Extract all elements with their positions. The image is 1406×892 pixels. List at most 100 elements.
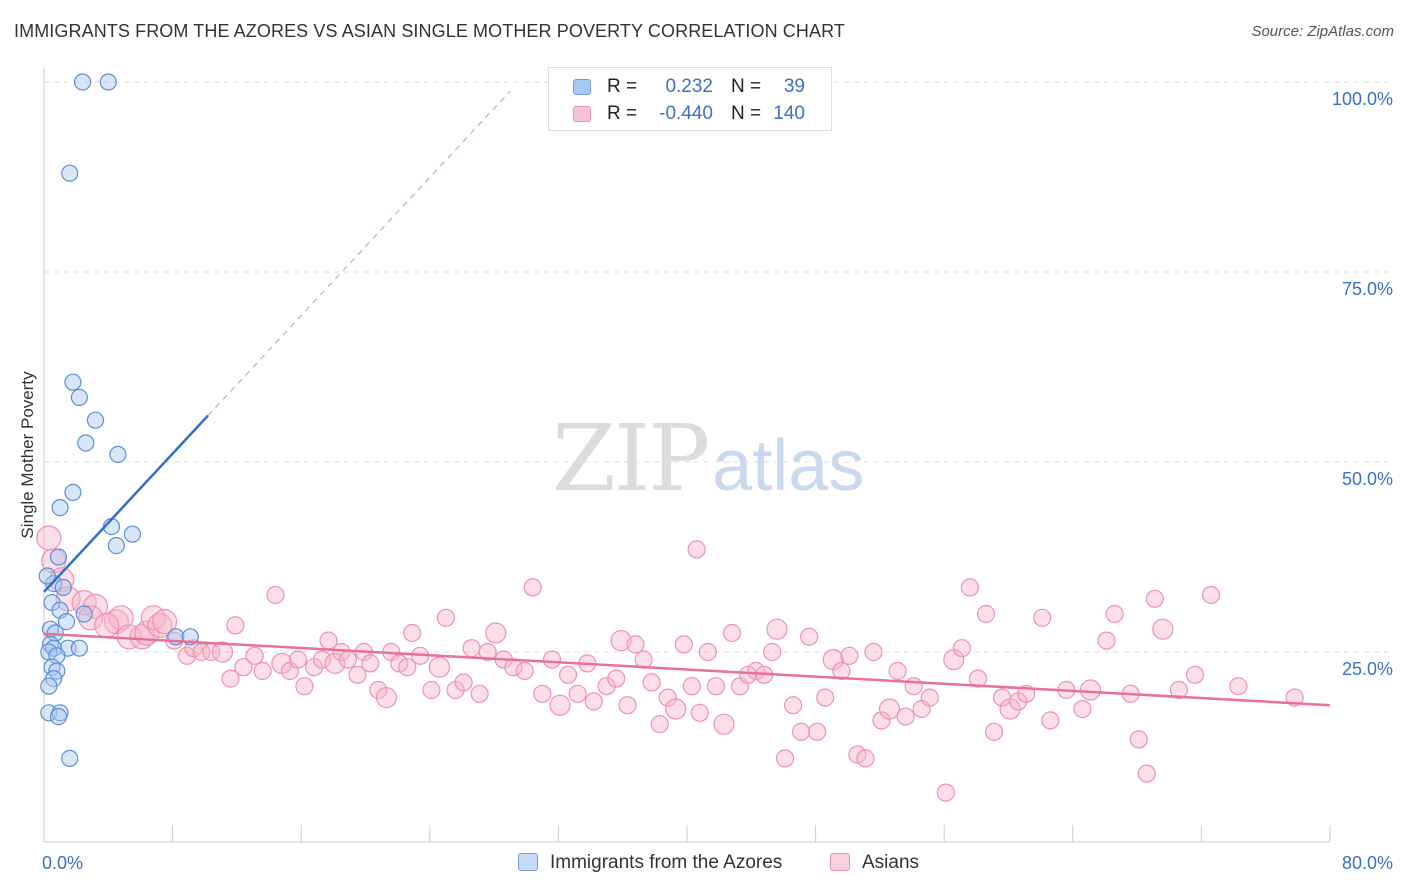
asians-point xyxy=(706,677,726,696)
asians-point xyxy=(896,707,915,726)
source-label[interactable]: Source: ZipAtlas.com xyxy=(1251,23,1394,40)
x-tick-label-max: 80.0% xyxy=(1342,853,1393,873)
asians-point xyxy=(674,635,693,654)
asians-point xyxy=(266,585,285,605)
asians-point xyxy=(108,605,134,631)
asians-point xyxy=(94,612,120,639)
asians-point xyxy=(816,688,835,707)
azores-point xyxy=(61,164,79,182)
asians-point xyxy=(1041,711,1060,730)
azores-point xyxy=(70,639,88,657)
axes xyxy=(43,68,1331,843)
asians-point xyxy=(428,656,451,678)
legend-label-asians: Asians xyxy=(862,852,920,873)
asians-point xyxy=(766,618,788,640)
legend-swatch-asians xyxy=(830,853,850,871)
azores-point xyxy=(86,411,105,429)
asians-point xyxy=(597,677,616,696)
grid-lines xyxy=(44,81,1392,653)
asians-point xyxy=(642,673,661,692)
asians-point xyxy=(542,650,562,669)
asians-point xyxy=(856,749,875,768)
legend-r-label: R = xyxy=(607,76,638,97)
asians-point xyxy=(1169,680,1188,700)
azores-point xyxy=(38,567,56,585)
azores-trendline-extension xyxy=(207,90,511,417)
legend-swatch-asians xyxy=(573,106,591,122)
asians-point xyxy=(1033,608,1052,627)
legend-item-asians[interactable]: Asians xyxy=(830,852,919,874)
legend-label-azores: Immigrants from the Azores xyxy=(550,852,783,873)
asians-point xyxy=(618,696,637,715)
y-axis-title: Single Mother Poverty xyxy=(18,371,37,539)
asians-point xyxy=(698,642,717,662)
legend-n-label: N = xyxy=(731,103,762,124)
asians-point xyxy=(36,525,62,551)
tick-labels: 25.0% 50.0% 75.0% 100.0% 0.0% 80.0% Single Mot… xyxy=(18,89,1393,873)
asians-point xyxy=(462,639,481,658)
asians-point xyxy=(147,612,173,639)
asians-point xyxy=(808,722,827,741)
asians-point xyxy=(1073,699,1092,719)
asians-point xyxy=(129,624,155,650)
asians-point xyxy=(722,623,742,643)
asians-point xyxy=(936,783,955,802)
legend-swatch-azores xyxy=(573,79,591,95)
asians-point xyxy=(533,684,552,703)
asians-point xyxy=(1105,604,1124,624)
azores-point xyxy=(49,707,68,726)
asians-point xyxy=(800,627,819,646)
asians-point xyxy=(626,635,645,654)
asians-point xyxy=(763,642,782,662)
asians-point xyxy=(523,578,542,597)
asians-point xyxy=(436,608,455,627)
legend-row-asians: R = -0.440 N = 140 xyxy=(549,100,829,128)
asians-point xyxy=(375,686,397,709)
asians-point xyxy=(361,654,380,673)
asians-point xyxy=(864,642,883,662)
asians-point xyxy=(1201,585,1221,605)
asians-point xyxy=(952,639,971,658)
y-tick-label: 25.0% xyxy=(1342,659,1393,679)
asians-point xyxy=(665,698,687,720)
azores-point xyxy=(107,536,125,555)
azores-point xyxy=(64,483,82,501)
asians-point xyxy=(888,661,907,681)
asians-point xyxy=(288,650,308,669)
asians-point xyxy=(422,680,441,700)
asians-point xyxy=(610,629,632,652)
asians-point xyxy=(478,642,497,662)
asians-point xyxy=(658,688,677,707)
asians-point xyxy=(211,641,234,663)
asians-point xyxy=(568,684,587,703)
azores-point xyxy=(77,434,95,452)
y-tick-label: 50.0% xyxy=(1342,469,1393,489)
asians-point xyxy=(1229,677,1248,696)
asians-point xyxy=(878,698,901,720)
asians-point xyxy=(976,604,996,624)
series-legend: Immigrants from the Azores Asians xyxy=(0,852,1406,878)
legend-r-value: -0.440 xyxy=(659,103,713,124)
asians-point xyxy=(151,608,178,635)
trendlines xyxy=(43,90,1331,707)
asians-point xyxy=(1079,679,1102,701)
asians-point xyxy=(713,713,735,735)
asians-point xyxy=(558,665,578,684)
asians-point xyxy=(221,669,240,688)
legend-n-label: N = xyxy=(731,76,762,97)
asians-point xyxy=(245,646,264,665)
azores-point xyxy=(51,499,69,517)
asians-point xyxy=(584,692,603,711)
asians-point xyxy=(485,622,507,644)
legend-swatch-azores xyxy=(518,853,538,871)
asians-point xyxy=(607,669,626,688)
azores-point xyxy=(75,605,93,623)
asians-point xyxy=(840,646,859,665)
azores-point xyxy=(57,612,76,631)
chart-title: IMMIGRANTS FROM THE AZORES VS ASIAN SING… xyxy=(14,21,845,41)
asians-point xyxy=(687,540,706,559)
asians-point xyxy=(783,696,803,715)
asians-point xyxy=(348,665,367,684)
legend-item-azores[interactable]: Immigrants from the Azores xyxy=(518,852,782,874)
